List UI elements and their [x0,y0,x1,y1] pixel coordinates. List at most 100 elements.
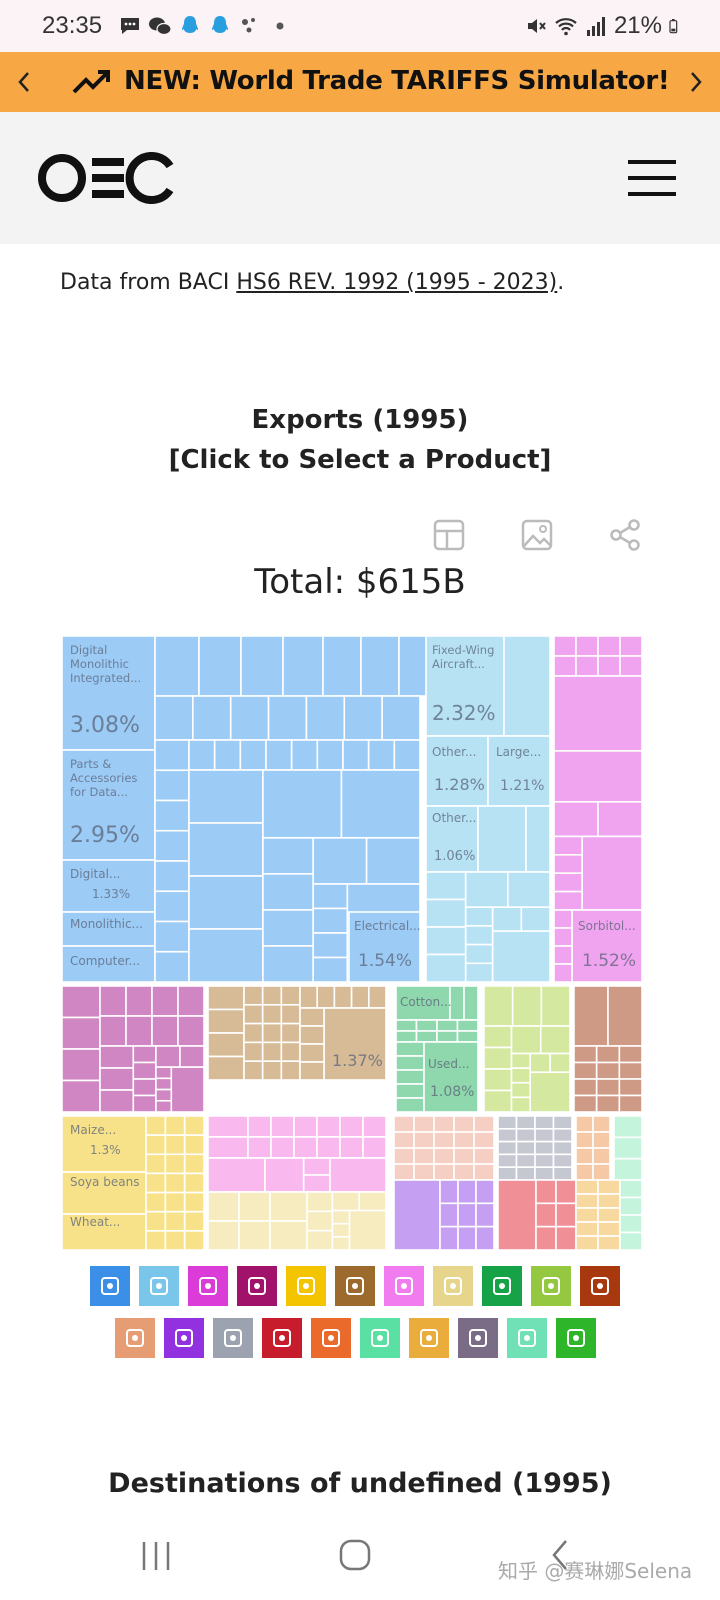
treemap-tile[interactable] [188,769,264,824]
treemap-tile[interactable] [529,1071,571,1113]
treemap-tile[interactable] [497,1115,518,1130]
treemap-tile[interactable] [262,873,314,911]
treemap-tile[interactable] [552,1127,573,1143]
treemap-tile[interactable] [473,1115,495,1133]
treemap-tile[interactable] [183,1115,205,1136]
treemap-tile[interactable] [395,1030,418,1043]
treemap-tile[interactable] [549,1052,571,1074]
treemap-tile[interactable] [145,1115,167,1136]
treemap-tile[interactable] [183,1191,205,1213]
treemap-tile[interactable] [497,1140,518,1156]
treemap-tile[interactable] [510,1096,532,1113]
treemap-tile[interactable] [62,945,156,983]
treemap-tile[interactable] [188,875,264,930]
treemap-tile[interactable] [348,1209,387,1250]
treemap-tile[interactable] [393,1163,415,1181]
treemap-tile[interactable] [483,1068,513,1092]
treemap-tile[interactable] [619,1196,643,1216]
recycle-icon[interactable] [384,1266,424,1306]
hide-icon[interactable] [360,1318,400,1358]
treemap-tile[interactable] [463,985,479,1021]
treemap-tile[interactable] [381,695,421,741]
treemap-tile[interactable] [483,1046,513,1070]
treemap-tile[interactable] [339,1136,364,1159]
treemap-tile[interactable] [99,1089,135,1113]
treemap-tile[interactable] [595,1078,621,1097]
anvil-icon[interactable] [335,1266,375,1306]
treemap-tile[interactable] [316,985,336,1009]
treemap-tile[interactable] [365,837,421,885]
bullets-icon[interactable] [507,1318,547,1358]
treemap-tile[interactable] [207,1191,240,1222]
treemap-tile[interactable] [269,1220,308,1250]
treemap-tile[interactable] [413,1147,435,1165]
treemap-tile[interactable] [619,655,643,677]
treemap-tile[interactable] [581,835,643,911]
treemap-tile[interactable] [464,925,494,946]
treemap-tile[interactable] [393,1147,415,1165]
treemap-tile[interactable] [552,1166,573,1181]
treemap-tile[interactable] [395,1083,425,1099]
treemap-tile[interactable] [497,1153,518,1169]
treemap-tile[interactable] [164,1230,186,1250]
treemap-tile[interactable] [491,930,551,983]
treemap-tile[interactable] [491,906,523,932]
treemap-tile[interactable] [592,1131,611,1149]
treemap-tile[interactable] [592,1163,611,1181]
treemap-tile[interactable] [552,1115,573,1130]
treemap-tile[interactable] [393,1131,415,1149]
treemap-tile[interactable] [132,1094,157,1113]
treemap-tile[interactable] [299,1043,325,1063]
treemap-tile[interactable] [553,675,643,752]
treemap-tile[interactable] [395,1055,425,1071]
treemap-tile[interactable] [439,1202,459,1228]
treemap-tile[interactable] [553,835,583,856]
treemap-tile[interactable] [183,1210,205,1232]
treemap-tile[interactable] [198,636,242,697]
treemap-tile[interactable] [425,953,467,983]
treemap-tile[interactable] [339,1115,364,1138]
treemap-tile[interactable] [555,1202,577,1228]
treemap-tile[interactable] [515,1153,536,1169]
treemap-tile[interactable] [436,1019,459,1032]
treemap-tile[interactable] [154,829,190,862]
treemap-tile[interactable] [553,750,643,803]
treemap-tile[interactable] [456,1030,479,1043]
treemap-tile[interactable] [473,1163,495,1181]
treemap-tile[interactable] [164,1210,186,1232]
treemap-tile[interactable] [155,1066,173,1080]
back-icon[interactable] [548,1538,572,1572]
treemap-tile[interactable] [575,1221,599,1237]
diamond-icon[interactable] [164,1318,204,1358]
treemap-tile[interactable] [540,985,571,1027]
treemap-tile[interactable] [511,985,543,1027]
treemap-tile[interactable] [179,1045,205,1068]
treemap-tile[interactable] [267,695,308,741]
image-icon[interactable] [520,518,554,552]
treemap-tile[interactable] [261,1060,283,1081]
treemap-tile[interactable] [592,1147,611,1165]
treemap-tile[interactable] [453,1163,475,1181]
treemap-tile[interactable] [207,1220,240,1250]
treemap-tile[interactable] [415,1030,438,1043]
treemap-tile[interactable] [207,1115,249,1138]
treemap-tile[interactable] [573,1078,598,1097]
treemap-tile[interactable] [280,985,301,1006]
treemap-tile[interactable] [575,655,599,677]
treemap-tile[interactable] [243,1041,264,1062]
treemap-tile[interactable] [299,1061,325,1081]
treemap-tile[interactable] [393,1179,441,1250]
treemap-tile[interactable] [618,1078,643,1097]
treemap-tile[interactable] [329,1157,387,1193]
treemap-tile[interactable] [207,1157,266,1193]
treemap-tile[interactable] [529,1052,551,1074]
treemap-tile[interactable] [433,1163,455,1181]
treemap-tile[interactable] [534,1140,555,1156]
treemap-tile[interactable] [597,1221,621,1237]
treemap-tile[interactable] [433,1131,455,1149]
treemap-tile[interactable] [510,1067,532,1084]
treemap-tile[interactable] [483,1025,513,1049]
treemap-tile[interactable] [595,1045,621,1064]
treemap-tile[interactable] [183,1230,205,1250]
treemap-tile[interactable] [262,769,343,839]
